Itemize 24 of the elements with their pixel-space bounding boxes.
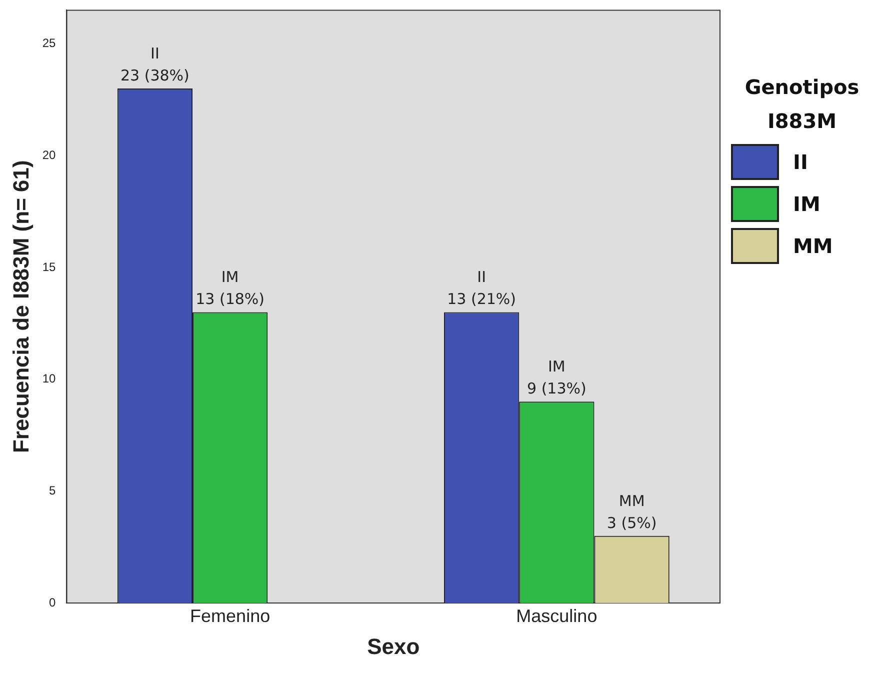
y-tick-label: 10	[42, 372, 56, 386]
text: II	[477, 268, 486, 286]
y-tick-label: 15	[42, 260, 56, 274]
y-tick-label: 0	[49, 595, 56, 610]
text: II	[150, 44, 160, 62]
data-label: 13 (21%)	[447, 290, 516, 308]
y-tick-label: 5	[49, 483, 56, 498]
x-tick-label: Masculino	[516, 606, 598, 626]
text: MM	[618, 492, 645, 510]
x-tick-label: Femenino	[190, 606, 270, 626]
legend-label: MM	[793, 234, 833, 258]
y-tick-label: 25	[42, 36, 56, 50]
legend-title: Genotipos I883M	[744, 74, 860, 135]
data-label: 13 (18%)	[196, 290, 265, 308]
text: IM	[221, 268, 239, 286]
data-label: 3 (5%)	[606, 514, 657, 532]
x-axis-title: Sexo	[367, 634, 420, 659]
text: IM	[548, 358, 566, 376]
y-axis-title: Frecuencia de I883M (n= 61)	[8, 160, 34, 454]
data-label: 23 (38%)	[120, 66, 190, 84]
data-label: 9 (13%)	[527, 380, 586, 398]
legend-label: II	[793, 150, 808, 174]
legend-label: IM	[793, 192, 820, 216]
y-tick-label: 20	[42, 148, 56, 162]
